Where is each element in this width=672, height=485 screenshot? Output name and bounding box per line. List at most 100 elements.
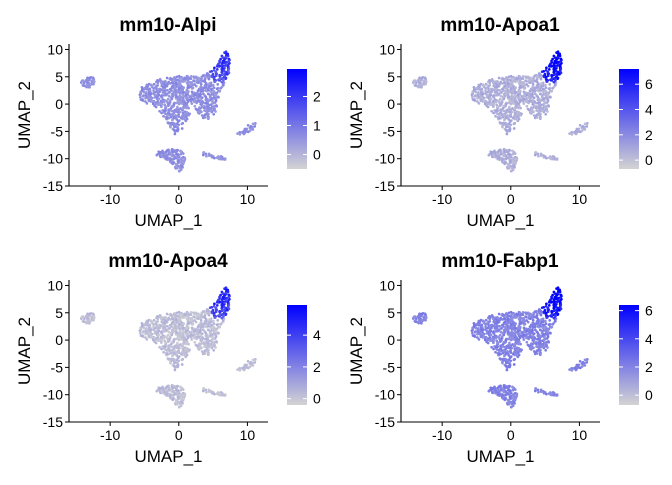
cell-point	[487, 90, 491, 94]
cell-point	[174, 398, 178, 402]
cell-point	[507, 75, 511, 79]
cell-point	[525, 340, 529, 344]
cell-point	[477, 102, 481, 105]
cell-point	[546, 110, 549, 113]
cell-point	[550, 326, 553, 329]
cell-point	[550, 310, 554, 314]
cell-point	[164, 152, 168, 156]
cell-point	[169, 125, 172, 129]
cell-point	[171, 320, 175, 324]
cell-point	[179, 150, 183, 153]
cell-point	[520, 330, 524, 334]
cell-point	[504, 326, 508, 329]
cell-point	[534, 106, 538, 110]
cell-point	[212, 75, 216, 79]
cell-point	[551, 392, 555, 396]
cell-point	[181, 151, 185, 155]
cell-point	[506, 317, 510, 321]
cell-point	[172, 92, 176, 96]
colorbar-tick-label: 4	[645, 102, 653, 118]
cell-point	[522, 102, 526, 105]
cell-point	[163, 321, 167, 325]
cell-point	[168, 99, 172, 103]
cell-point	[183, 392, 187, 396]
cell-point	[487, 320, 491, 324]
cell-point	[84, 314, 88, 318]
cell-point	[489, 339, 492, 343]
cell-point	[183, 348, 187, 351]
cell-point	[220, 70, 224, 74]
cell-point	[200, 96, 204, 100]
cell-point	[499, 347, 502, 351]
cell-point	[175, 92, 178, 95]
cell-point	[176, 389, 180, 393]
cell-point	[189, 321, 193, 325]
cell-point	[224, 291, 228, 295]
cell-point	[187, 334, 191, 338]
cell-point	[166, 114, 170, 117]
cell-point	[545, 332, 549, 336]
cell-point	[545, 96, 549, 100]
y-axis-label: UMAP_2	[15, 317, 34, 385]
cell-point	[544, 112, 548, 116]
cell-point	[511, 160, 515, 164]
cell-point	[146, 321, 150, 324]
cell-point	[206, 104, 209, 107]
cell-point	[532, 86, 536, 89]
cell-point	[152, 318, 156, 322]
cell-point	[215, 323, 219, 327]
cell-point	[498, 350, 502, 353]
y-axis-label: UMAP_2	[347, 317, 366, 385]
cell-point	[170, 122, 174, 126]
cell-point	[536, 317, 540, 321]
cell-point	[502, 385, 506, 389]
cell-point	[537, 345, 540, 349]
cell-point	[250, 361, 254, 365]
y-tick-label: -15	[43, 414, 63, 430]
cell-point	[518, 86, 522, 90]
cell-point	[530, 330, 534, 333]
cell-point	[160, 94, 164, 97]
cell-point	[186, 314, 189, 318]
cell-point	[156, 81, 160, 85]
cell-point	[168, 82, 172, 85]
cell-point	[521, 99, 525, 103]
cell-point	[236, 368, 239, 371]
cell-point	[162, 329, 166, 333]
cell-point	[553, 83, 557, 87]
cell-point	[148, 87, 152, 91]
cell-point	[166, 97, 170, 101]
cell-point	[182, 86, 185, 90]
cell-point	[207, 77, 211, 81]
cell-point	[538, 108, 542, 111]
cell-point	[517, 333, 520, 336]
cell-point	[508, 346, 512, 350]
cell-point	[253, 359, 257, 362]
cell-point	[144, 326, 148, 330]
cell-point	[210, 305, 214, 309]
cell-point	[185, 81, 189, 85]
cell-point	[163, 325, 166, 329]
cell-point	[206, 352, 210, 356]
cell-point	[203, 320, 207, 323]
cell-point	[514, 322, 517, 326]
cell-point	[553, 56, 557, 59]
cell-point	[182, 339, 186, 342]
x-tick-label: 0	[507, 427, 515, 443]
cell-point	[503, 161, 507, 165]
cell-point	[551, 322, 555, 326]
cell-point	[171, 105, 175, 109]
cell-point	[195, 108, 199, 112]
cell-point	[187, 98, 191, 102]
cell-point	[177, 323, 181, 326]
cell-point	[172, 347, 176, 351]
cell-point	[534, 342, 538, 346]
cell-point	[560, 297, 563, 301]
cell-point	[512, 334, 516, 338]
cell-point	[175, 358, 179, 362]
cell-point	[527, 108, 531, 112]
cell-point	[499, 358, 502, 361]
x-tick-label: -10	[432, 427, 452, 443]
cell-point	[493, 149, 496, 153]
cell-point	[501, 314, 505, 317]
